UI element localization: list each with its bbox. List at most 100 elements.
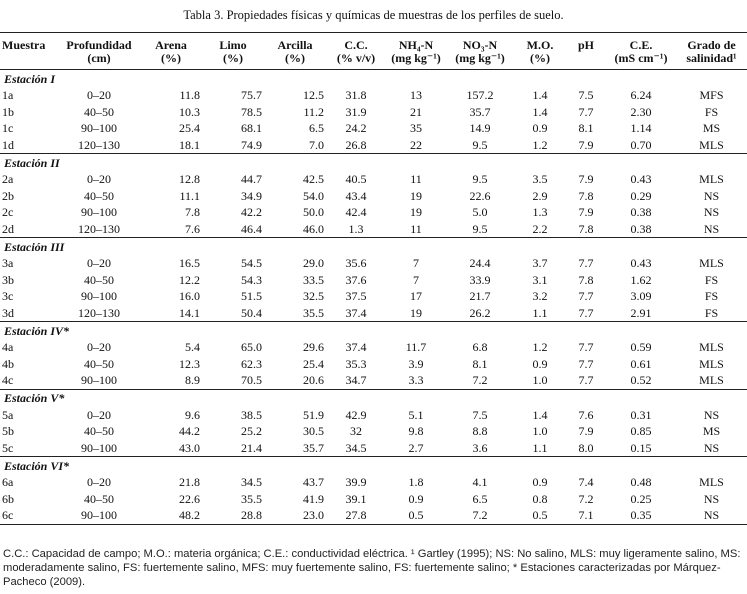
table-cell: 2.7 (408, 440, 424, 455)
table-cell: 1.1 (532, 305, 548, 320)
table-cell: 74.9 (241, 137, 262, 152)
table-cell: 29.6 (303, 340, 324, 355)
table-row: 6b 40–50 22.6 35.5 41.9 39.1 0.9 6.5 0.8 7.2 0.25 N… (0, 491, 747, 508)
station-title: Estación II (0, 153, 747, 171)
column-header-unit: (%) (285, 51, 305, 65)
table-cell: 90–100 (81, 289, 117, 304)
table-cell: 12.2 (179, 272, 200, 287)
table-cell: NS (703, 440, 720, 455)
table-cell: 50.4 (241, 305, 262, 320)
column-header-label: Muestra (2, 38, 46, 52)
column-header-unit: (mS cm⁻¹) (614, 51, 668, 65)
sample-id-cell: 6a (2, 475, 14, 490)
table-cell: 22 (410, 137, 422, 152)
table-cell: 20.6 (303, 373, 324, 388)
table-cell: 3.1 (532, 272, 548, 287)
table-cell: 3.09 (630, 289, 652, 304)
table-cell: 34.9 (241, 188, 262, 203)
station-title: Estación III (0, 237, 747, 255)
table-cell: 31.9 (345, 104, 367, 119)
table-cell: 42.5 (303, 172, 324, 187)
header-row: Muestra Profundidad (cm) Arena (%) Limo (%) Arc… (0, 32, 747, 70)
table-cell: 8.1 (578, 121, 594, 136)
table-cell: 40–50 (84, 188, 114, 203)
column-header: Arena (%) (140, 32, 202, 70)
table-cell: 44.7 (241, 172, 262, 187)
table-cell: 9.6 (185, 407, 200, 422)
station-section-row: Estación I (0, 70, 747, 88)
table-cell: NS (676, 507, 747, 525)
table-cell: 7.5 (578, 88, 594, 103)
table-cell: 44.2 (179, 424, 200, 439)
table-cell: 7.8 (578, 221, 594, 236)
table-cell: 26.8 (345, 137, 367, 152)
table-cell: 1.2 (532, 137, 548, 152)
table-cell: 7.2 (578, 491, 594, 506)
table-cell: 0.5 (514, 507, 566, 525)
table-cell: 3.5 (532, 172, 548, 187)
table-cell: 42.2 (241, 205, 262, 220)
table-cell: MS (702, 121, 721, 136)
table-cell: 32 (350, 424, 362, 439)
table-cell: 1.62 (630, 272, 652, 287)
sample-id-cell: 1b (2, 104, 14, 119)
table-cell: 21.4 (241, 440, 262, 455)
table-cell: 8.9 (185, 373, 200, 388)
table-cell: 0.29 (630, 188, 652, 203)
table-row: 5b 40–50 44.2 25.2 30.5 32 9.8 8.8 1.0 7.9 0.85 MS (0, 423, 747, 440)
table-cell: 90–100 (81, 373, 117, 388)
table-cell: 19 (410, 188, 422, 203)
sample-id-cell: 6c (0, 507, 58, 525)
table-cell: 34.5 (345, 440, 367, 455)
station-title: Estación I (4, 71, 56, 86)
table-cell: 7.7 (578, 373, 594, 388)
table-cell: 37.6 (345, 272, 367, 287)
table-cell: 16.5 (179, 256, 200, 271)
table-cell: NS (703, 491, 720, 506)
column-header: Profundidad (cm) (58, 32, 140, 70)
sample-id-cell: 2c (2, 205, 14, 220)
table-cell: 1.3 (532, 205, 548, 220)
table-row: 3c 90–100 16.0 51.5 32.5 37.5 17 21.7 3.2 7.7 3.09… (0, 288, 747, 305)
table-cell: 28.8 (202, 507, 264, 525)
table-cell: 0.38 (630, 221, 652, 236)
sample-id-cell: 4a (2, 340, 14, 355)
table-cell: 78.5 (241, 104, 262, 119)
table-cell: 35.7 (303, 440, 324, 455)
table-cell: 7.7 (578, 289, 594, 304)
table-cell: 31.8 (345, 88, 367, 103)
table-cell: 0.8 (532, 491, 548, 506)
sample-id-cell: 2b (2, 188, 14, 203)
table-cell: 3.2 (532, 289, 548, 304)
table-cell: 10.3 (179, 104, 200, 119)
table-row: 5c 90–100 43.0 21.4 35.7 34.5 2.7 3.6 1.1 8.0 0.15… (0, 440, 747, 457)
table-cell: 7.6 (185, 221, 200, 236)
column-header: C.C. (% v/v) (326, 32, 386, 70)
table-cell: 22.6 (469, 188, 491, 203)
column-header: NH₄-N (mg kg⁻¹) (386, 32, 446, 70)
table-cell: 7 (413, 256, 419, 271)
table-cell: 22.6 (179, 491, 200, 506)
table-cell: 7.8 (185, 205, 200, 220)
table-cell: 68.1 (241, 121, 262, 136)
table-cell: 35.7 (469, 104, 491, 119)
table-cell: NS (703, 221, 720, 236)
column-header: NO₃-N (mg kg⁻¹) (446, 32, 514, 70)
table-cell: 43.7 (303, 475, 324, 490)
table-row: 2b 40–50 11.1 34.9 54.0 43.4 19 22.6 2.9 7.8 0.29 N… (0, 188, 747, 205)
column-header-label: Arena (155, 38, 187, 52)
table-cell: MLS (699, 137, 724, 152)
table-cell: 0.48 (630, 475, 652, 490)
table-cell: 0–20 (87, 172, 111, 187)
station-title: Estación VI* (0, 456, 747, 474)
table-cell: 7.7 (578, 305, 594, 320)
table-cell: 2.9 (532, 188, 548, 203)
table-cell: 0.9 (532, 475, 548, 490)
table-cell: 40–50 (84, 356, 114, 371)
column-header-unit: (%) (530, 51, 550, 65)
table-cell: 1.1 (532, 440, 548, 455)
table-cell: 23.0 (264, 507, 326, 525)
table-cell: 35.6 (345, 256, 367, 271)
table-cell: 9.8 (408, 424, 424, 439)
